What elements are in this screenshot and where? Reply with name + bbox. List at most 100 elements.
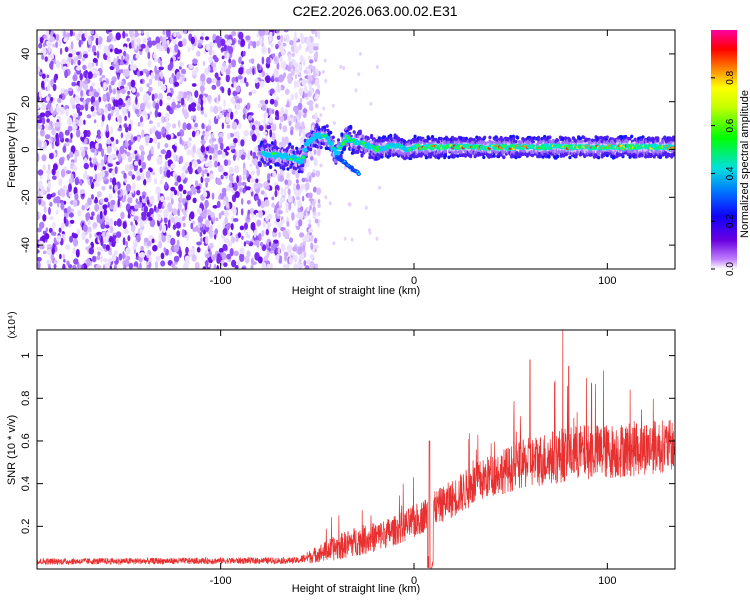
- noise-blob: [221, 55, 225, 60]
- noise-blob: [129, 163, 134, 170]
- noise-blob: [156, 156, 162, 165]
- noise-blob: [203, 187, 206, 195]
- noise-blob: [97, 36, 103, 45]
- signal-blob: [605, 135, 609, 139]
- noise-blob: [71, 120, 77, 126]
- noise-blob: [38, 71, 43, 76]
- noise-blob: [273, 227, 278, 233]
- noise-blob: [293, 80, 298, 88]
- noise-blob: [55, 196, 61, 203]
- noise-blob: [207, 160, 213, 169]
- noise-blob: [123, 264, 127, 269]
- noise-blob: [314, 237, 318, 244]
- noise-blob: [188, 137, 192, 142]
- noise-blob: [59, 47, 63, 55]
- signal-blob: [437, 140, 441, 144]
- noise-blob: [248, 91, 252, 96]
- signal-blob: [389, 133, 393, 138]
- noise-blob: [234, 95, 239, 100]
- noise-blob: [269, 129, 273, 138]
- noise-blob: [257, 256, 263, 264]
- noise-blob: [38, 212, 42, 218]
- noise-blob: [157, 112, 162, 118]
- noise-blob: [142, 194, 146, 200]
- noise-blob: [204, 131, 210, 138]
- noise-blob: [222, 221, 225, 229]
- noise-blob: [243, 113, 246, 120]
- noise-blob: [66, 260, 70, 266]
- spectrogram-marks: [37, 30, 675, 269]
- noise-blob: [125, 241, 128, 247]
- noise-blob: [117, 198, 120, 208]
- noise-blob: [375, 65, 379, 69]
- noise-blob: [50, 252, 54, 262]
- noise-blob: [62, 145, 67, 153]
- noise-blob: [244, 222, 248, 230]
- noise-blob: [240, 154, 246, 160]
- noise-blob: [240, 198, 244, 205]
- noise-blob: [102, 264, 106, 269]
- noise-blob: [279, 122, 282, 130]
- noise-blob: [144, 135, 150, 144]
- noise-blob: [339, 64, 343, 69]
- noise-blob: [101, 74, 106, 79]
- signal-blob: [290, 145, 294, 149]
- noise-blob: [87, 197, 92, 206]
- noise-blob: [66, 170, 72, 175]
- noise-blob: [267, 213, 273, 219]
- noise-blob: [257, 183, 263, 189]
- noise-blob: [224, 216, 228, 225]
- noise-blob: [298, 219, 303, 227]
- noise-blob: [259, 200, 266, 209]
- noise-blob: [46, 169, 52, 175]
- noise-blob: [171, 263, 176, 268]
- noise-blob: [230, 223, 234, 231]
- noise-blob: [299, 253, 305, 261]
- noise-blob: [113, 99, 117, 107]
- noise-blob: [133, 215, 139, 221]
- noise-blob: [189, 161, 192, 168]
- noise-blob: [225, 238, 229, 244]
- noise-blob: [52, 110, 56, 117]
- noise-blob: [200, 97, 204, 107]
- noise-blob: [218, 132, 224, 138]
- noise-blob: [69, 219, 75, 224]
- noise-blob: [289, 237, 294, 243]
- noise-blob: [209, 224, 213, 232]
- signal-blob: [304, 152, 308, 157]
- noise-blob: [199, 152, 204, 162]
- noise-blob: [143, 178, 147, 186]
- noise-blob: [73, 58, 76, 65]
- noise-blob: [212, 54, 217, 60]
- noise-blob: [235, 85, 241, 93]
- noise-blob: [171, 73, 175, 78]
- noise-blob: [167, 234, 171, 244]
- noise-blob: [308, 59, 314, 64]
- noise-blob: [175, 222, 182, 229]
- noise-blob: [319, 163, 323, 168]
- noise-blob: [292, 254, 298, 262]
- noise-blob: [184, 260, 190, 266]
- noise-blob: [223, 210, 229, 217]
- noise-blob: [43, 34, 47, 40]
- signal-blob: [380, 154, 384, 159]
- noise-blob: [101, 148, 105, 158]
- signal-blob: [483, 135, 487, 140]
- noise-blob: [114, 250, 118, 256]
- noise-blob: [239, 78, 245, 84]
- noise-blob: [125, 247, 131, 255]
- noise-blob: [87, 226, 92, 233]
- noise-blob: [38, 90, 42, 98]
- noise-blob: [46, 193, 52, 200]
- noise-blob: [146, 240, 152, 247]
- noise-blob: [273, 68, 279, 77]
- noise-blob: [218, 194, 221, 200]
- noise-blob: [290, 129, 294, 136]
- noise-blob: [271, 123, 277, 132]
- noise-blob: [114, 166, 118, 175]
- noise-blob: [181, 228, 185, 238]
- noise-blob: [51, 175, 57, 180]
- noise-blob: [152, 244, 158, 252]
- noise-blob: [68, 183, 72, 193]
- noise-blob: [110, 199, 116, 206]
